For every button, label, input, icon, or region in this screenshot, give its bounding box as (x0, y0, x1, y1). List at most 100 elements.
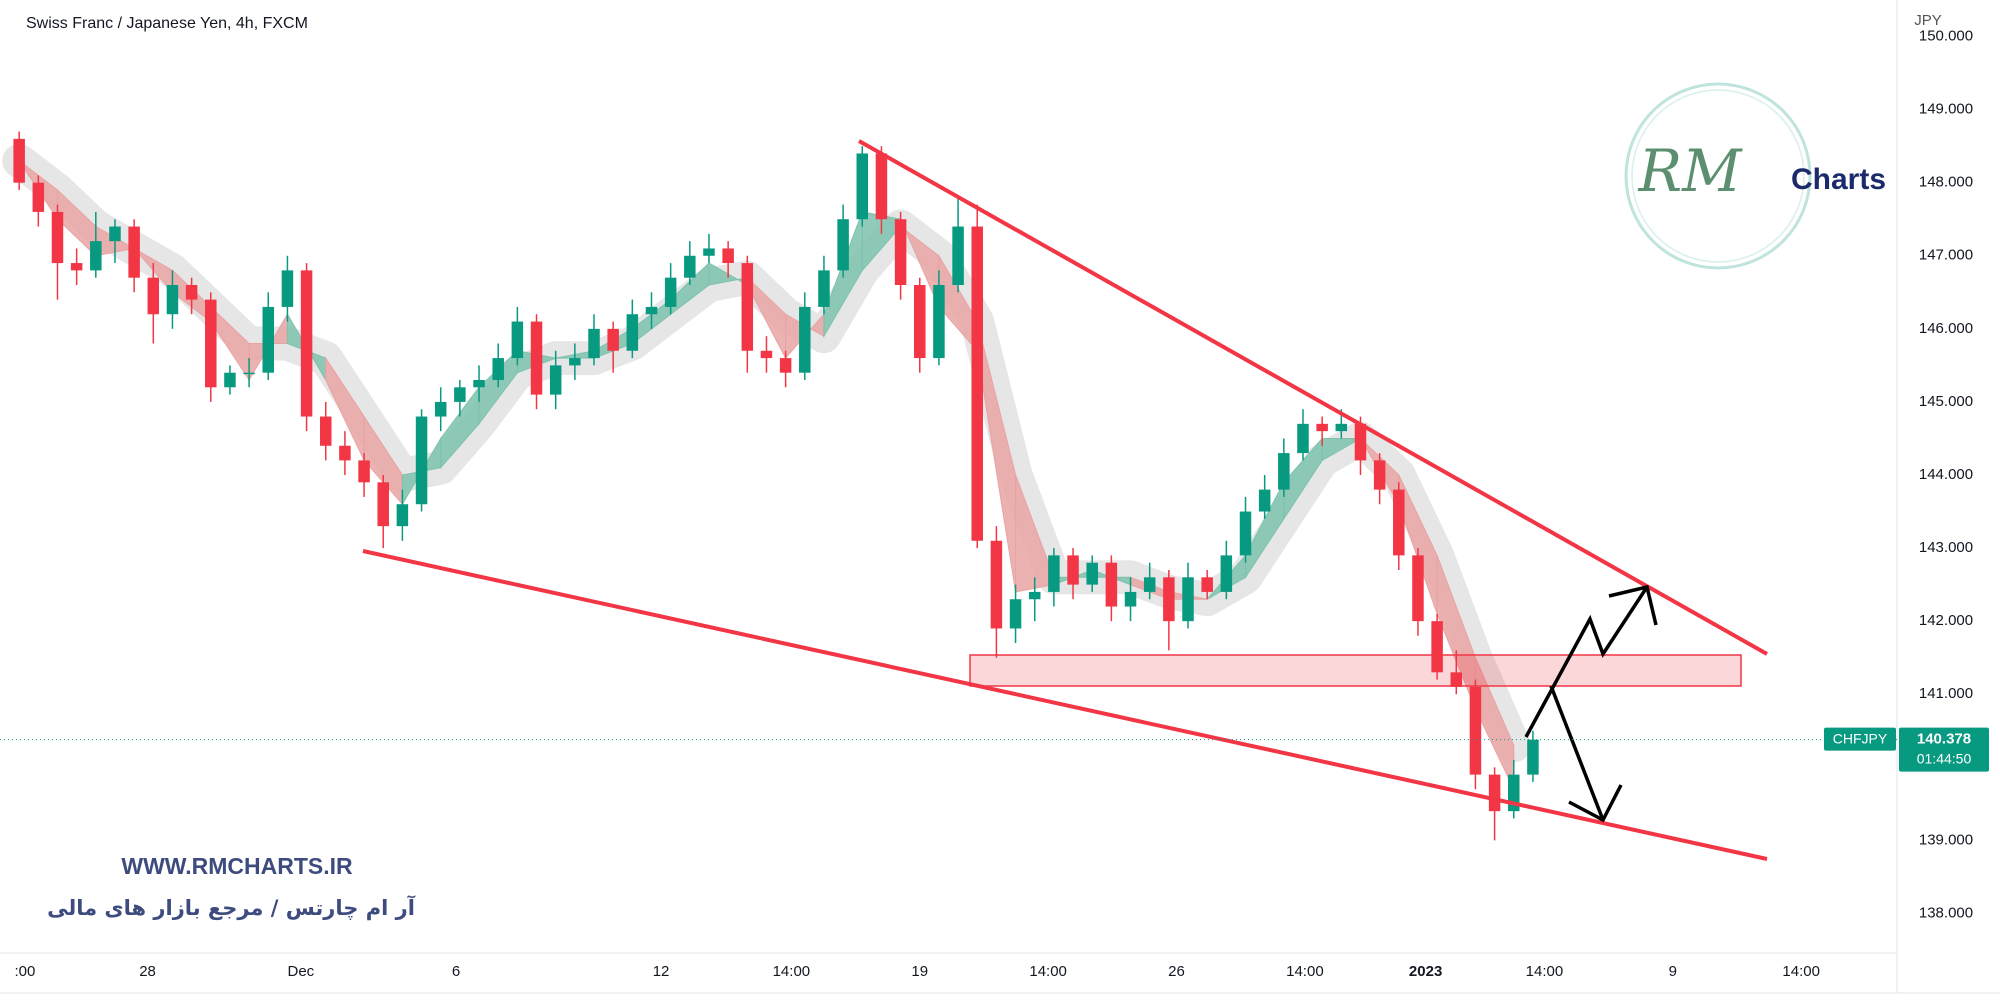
y-tick-label: 142.000 (1919, 612, 1973, 629)
candle-body (1508, 774, 1520, 812)
candle-body (243, 372, 255, 375)
countdown-label: 01:44:50 (1917, 750, 1972, 766)
candle-body (1105, 562, 1118, 607)
y-tick-label: 146.000 (1919, 320, 1973, 337)
y-tick-label: 138.000 (1919, 904, 1973, 921)
candle-body (185, 285, 198, 300)
candle-body (224, 372, 236, 388)
symbol-tag (1824, 727, 1896, 751)
price-label: 140.378 (1917, 731, 1971, 748)
candle-body (779, 358, 792, 373)
ribbon-segment (1474, 657, 1515, 790)
x-tick-label: 14:00 (1286, 963, 1324, 980)
candle-body (1393, 489, 1405, 556)
axis-layer: 138.000139.000140.000141.000142.000143.0… (0, 28, 1989, 980)
x-tick-label: 14:00 (1782, 963, 1820, 980)
y-tick-label: 147.000 (1919, 247, 1973, 264)
candle-body (434, 401, 447, 417)
candle-layer (13, 131, 1539, 841)
candle-body (13, 138, 25, 183)
candle-body (664, 277, 677, 307)
candle-body (1258, 489, 1271, 512)
x-tick-label: 14:00 (1526, 963, 1564, 980)
x-tick-label: 2023 (1409, 963, 1442, 980)
candle-body (1239, 511, 1252, 556)
candle-body (549, 365, 562, 395)
candle-body (166, 285, 179, 315)
x-tick-label: 9 (1669, 963, 1677, 980)
symbol-label: CHFJPY (1833, 730, 1888, 746)
candle-body (1469, 686, 1482, 775)
y-tick-label: 148.000 (1919, 174, 1973, 191)
arrow-down (1549, 685, 1605, 821)
y-tick-label: 145.000 (1919, 393, 1973, 410)
candle-body (473, 380, 485, 388)
candle-body (281, 270, 294, 307)
y-tick-label: 139.000 (1919, 831, 1973, 848)
candle-body (90, 241, 102, 271)
candle-body (319, 416, 332, 446)
candle-body (760, 350, 773, 359)
candle-body (1412, 555, 1424, 622)
y-tick-label: 144.000 (1919, 466, 1973, 483)
candle-body (511, 321, 524, 359)
candle-body (1488, 774, 1501, 812)
candle-body (1335, 423, 1348, 432)
candle-body (32, 182, 45, 212)
x-tick-label: 12 (653, 963, 670, 980)
candle-body (205, 299, 217, 388)
x-tick-label: 14:00 (1029, 963, 1067, 980)
candle-body (1163, 577, 1175, 622)
logo-text: Charts (1791, 163, 1886, 196)
drawings (362, 139, 1768, 861)
candle-body (1297, 423, 1309, 454)
candle-body (569, 358, 581, 366)
candle-body (339, 445, 351, 461)
support-zone (969, 654, 1742, 687)
x-tick-label: 6 (452, 963, 460, 980)
chart-title: Swiss Franc / Japanese Yen, 4h, FXCM (26, 15, 308, 32)
candle-body (837, 219, 849, 271)
x-tick-label: 19 (911, 963, 928, 980)
candle-body (1431, 621, 1443, 673)
candle-body (1373, 460, 1386, 490)
x-tick-label: 14:00 (773, 963, 811, 980)
candle-body (971, 226, 983, 541)
logo: RM Charts (1624, 82, 1886, 270)
candle-body (933, 285, 945, 359)
candle-body (396, 504, 409, 527)
candle-body (415, 416, 428, 505)
candle-body (645, 306, 658, 315)
watermark-fa: آر ام چارتس / مرجع بازار های مالی (47, 895, 416, 920)
candle-body (1316, 423, 1328, 432)
y-tick-label: 143.000 (1919, 539, 1973, 556)
candle-body (607, 328, 619, 351)
candle-body (147, 277, 160, 315)
candle-body (51, 211, 64, 264)
candle-body (1086, 562, 1098, 585)
trend-line-lower (362, 549, 1768, 861)
arrow-down-head (1568, 784, 1623, 823)
currency-label: JPY (1914, 12, 1942, 29)
candle-body (377, 482, 389, 527)
candle-body (1354, 423, 1367, 461)
price-tag (1899, 727, 1989, 772)
ribbon-segment (1321, 438, 1363, 462)
y-tick-label: 141.000 (1919, 685, 1973, 702)
candle-body (454, 387, 466, 402)
candle-body (1067, 555, 1079, 585)
candle-body (1124, 591, 1137, 607)
candle-body (1009, 599, 1022, 629)
candle-body (990, 540, 1003, 629)
candle-body (914, 285, 926, 359)
candle-body (262, 306, 275, 373)
candle-body (109, 226, 121, 242)
y-tick-label: 149.000 (1919, 101, 1973, 118)
candle-body (1220, 555, 1233, 592)
candle-body (799, 306, 811, 373)
logo-mark: RM (1637, 137, 1743, 205)
candle-body (1450, 672, 1463, 687)
candle-body (626, 314, 639, 351)
candle-body (741, 263, 754, 351)
